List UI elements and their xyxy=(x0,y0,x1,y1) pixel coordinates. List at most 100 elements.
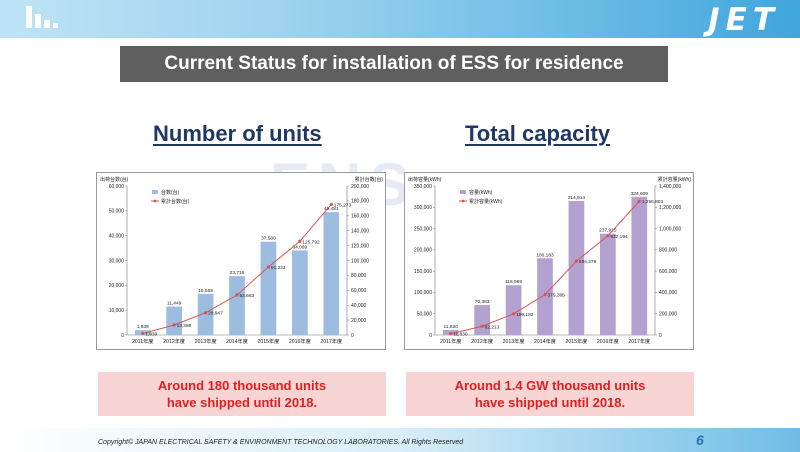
capacity-bar-label: 116,969 xyxy=(505,279,522,285)
capacity-legend-bar-swatch xyxy=(460,190,466,194)
capacity-cumulative-label: 694,279 xyxy=(579,259,597,265)
units-y2-tick-label: 20,000 xyxy=(351,318,367,324)
units-cumulative-label: 91,223 xyxy=(271,265,286,271)
capacity-bar xyxy=(568,200,585,335)
capacity-y2-tick-label: 600,000 xyxy=(659,269,677,275)
capacity-bar-label: 314,914 xyxy=(568,195,586,201)
capacity-y-tick-label: 200,000 xyxy=(414,248,432,254)
units-bar xyxy=(166,306,182,335)
units-x-tick-label: 2012年度 xyxy=(163,337,185,345)
capacity-cumulative-label: 1,256,803 xyxy=(642,199,664,205)
units-y2-tick-label: 120,000 xyxy=(351,243,369,249)
capacity-y2-tick-label: 400,000 xyxy=(659,290,677,296)
units-cumulative-point xyxy=(235,293,239,297)
units-cumulative-point xyxy=(329,202,333,207)
capacity-cumulative-label: 11,830 xyxy=(453,332,468,338)
units-y-tick-label: 40,000 xyxy=(109,233,125,239)
capacity-chart: 出荷容量(kWh) 累計容量(kWh) 0 50,000 100,000 150,000 2… xyxy=(404,172,694,350)
units-note-line2: have shipped until 2018. xyxy=(166,395,318,410)
units-cumulative-point xyxy=(141,331,145,336)
units-y2-tick-label: 180,000 xyxy=(351,199,369,205)
units-left-axis-title: 出荷台数(台) xyxy=(100,176,129,183)
units-bar-label: 1,939 xyxy=(137,324,149,330)
capacity-bar xyxy=(631,196,648,335)
units-bar-label: 34,069 xyxy=(293,244,308,250)
capacity-cumulative-label: 82,213 xyxy=(485,324,500,330)
footer-bar xyxy=(0,428,800,452)
capacity-x-tick-label: 2013年度 xyxy=(503,337,525,345)
capacity-cumulative-point xyxy=(543,293,547,297)
units-y2-tick-label: 60,000 xyxy=(351,288,367,294)
capacity-bar xyxy=(474,305,490,335)
units-x-tick-label: 2013年度 xyxy=(195,337,217,345)
capacity-cumulative-label: 199,182 xyxy=(516,312,534,318)
capacity-bar xyxy=(537,258,553,335)
units-note-line1: Around 180 thousand units xyxy=(157,378,327,393)
units-bar xyxy=(323,212,340,335)
units-bar-label: 37,560 xyxy=(261,236,276,242)
capacity-bar xyxy=(505,285,522,335)
units-cumulative-label: 53,663 xyxy=(240,293,255,299)
units-cumulative-point xyxy=(266,265,271,269)
capacity-cumulative-point xyxy=(574,259,579,263)
units-y-tick-label: 60,000 xyxy=(109,184,125,190)
capacity-cumulative-point xyxy=(511,312,516,316)
capacity-chart-svg: 出荷容量(kWh) 累計容量(kWh) 0 50,000 100,000 150,000 2… xyxy=(408,176,691,345)
capacity-y-tick-label: 50,000 xyxy=(417,312,433,318)
capacity-legend-line-marker xyxy=(461,199,465,203)
units-y-tick-label: 10,000 xyxy=(109,308,125,314)
capacity-y-tick-label: 100,000 xyxy=(414,290,432,296)
units-y2-tick-label: 80,000 xyxy=(351,273,367,279)
units-bar-label: 49,481 xyxy=(324,206,339,212)
capacity-left-axis-title: 出荷容量(kWh) xyxy=(408,176,442,183)
units-note: Around 180 thousand units have shipped u… xyxy=(98,372,386,416)
capacity-bar-label: 324,609 xyxy=(631,191,649,197)
units-bar xyxy=(260,241,277,335)
capacity-y-tick-label: 250,000 xyxy=(414,226,432,232)
units-bar xyxy=(292,250,308,335)
page-number: 6 xyxy=(696,432,704,448)
capacity-y-tick-label: 300,000 xyxy=(414,205,432,211)
capacity-bar-label: 70,383 xyxy=(475,299,490,305)
units-y2-tick-label: 200,000 xyxy=(351,184,369,190)
units-x-tick-label: 2011年度 xyxy=(132,337,154,345)
capacity-x-tick-label: 2015年度 xyxy=(565,337,587,345)
units-heading: Number of units xyxy=(153,121,322,146)
units-bar-label: 11,449 xyxy=(167,301,182,307)
capacity-y-tick-label: 150,000 xyxy=(414,269,432,275)
units-x-tick-label: 2014年度 xyxy=(226,337,248,345)
capacity-bar xyxy=(600,233,616,335)
units-bar-label: 16,559 xyxy=(198,288,213,294)
units-y2-tick-label: 160,000 xyxy=(351,214,369,220)
units-y2-tick-label: 0 xyxy=(351,333,354,339)
capacity-x-tick-label: 2011年度 xyxy=(440,337,462,345)
capacity-cumulative-point xyxy=(606,234,610,238)
capacity-x-tick-label: 2016年度 xyxy=(597,337,619,345)
units-cumulative-label: 175,273 xyxy=(334,202,352,208)
capacity-x-tick-label: 2017年度 xyxy=(628,337,650,345)
units-x-tick-label: 2015年度 xyxy=(257,337,279,345)
units-bar-label: 23,716 xyxy=(230,270,245,276)
capacity-legend-bar-label: 容量(kWh) xyxy=(469,189,493,196)
capacity-y2-tick-label: 800,000 xyxy=(659,248,677,254)
units-y2-tick-label: 140,000 xyxy=(351,229,369,235)
units-y-tick-label: 30,000 xyxy=(109,258,125,264)
units-cumulative-point xyxy=(172,323,176,327)
units-right-axis-title: 累計台数(台) xyxy=(355,176,384,183)
units-chart-svg: 出荷台数(台) 累計台数(台) 0 10,000 20,000 30,000 40,000 5… xyxy=(100,176,384,345)
units-y2-tick-label: 100,000 xyxy=(351,258,369,264)
capacity-y2-tick-label: 1,000,000 xyxy=(659,226,681,232)
capacity-note: Around 1.4 GW thousand units have shippe… xyxy=(406,372,694,416)
capacity-y2-tick-label: 1,400,000 xyxy=(659,184,681,190)
capacity-y2-tick-label: 1,200,000 xyxy=(659,205,681,211)
units-cumulative-label: 125,792 xyxy=(302,239,320,245)
units-cumulative-label: 29,947 xyxy=(208,311,223,317)
units-legend-bar-swatch xyxy=(152,190,158,194)
capacity-note-line2: have shipped until 2018. xyxy=(474,395,626,410)
capacity-y2-tick-label: 0 xyxy=(659,333,662,339)
header-bar: JET xyxy=(0,0,800,38)
units-x-tick-label: 2016年度 xyxy=(289,337,311,345)
capacity-bar-label: 237,915 xyxy=(599,228,617,234)
units-bar xyxy=(229,276,245,335)
units-y-tick-label: 50,000 xyxy=(109,209,125,215)
